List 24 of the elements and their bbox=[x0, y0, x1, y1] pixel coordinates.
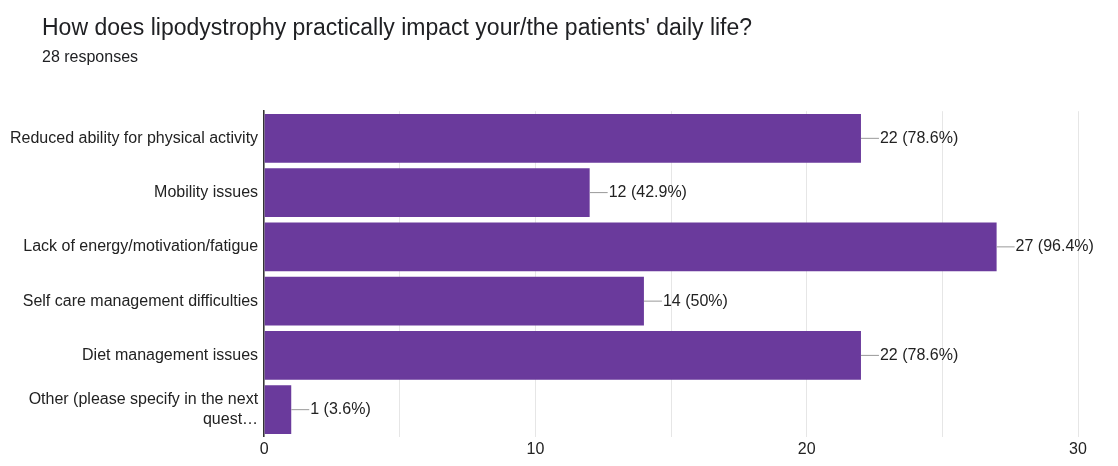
y-tick-label: Diet management issues bbox=[82, 345, 259, 363]
data-label: 22 (78.6%) bbox=[879, 128, 959, 146]
x-tick-label: 30 bbox=[1069, 439, 1087, 457]
bar bbox=[264, 330, 861, 380]
y-tick-label: Self care management difficulties bbox=[22, 291, 259, 309]
y-tick-label: Lack of energy/motivation/fatigue bbox=[23, 237, 259, 255]
bar bbox=[264, 113, 861, 163]
y-tick-label: Other (please specify in the next quest… bbox=[28, 390, 259, 427]
data-label: 14 (50%) bbox=[662, 291, 728, 309]
data-label: 1 (3.6%) bbox=[310, 400, 371, 418]
data-label: 22 (78.6%) bbox=[879, 345, 959, 363]
bar bbox=[264, 168, 590, 218]
data-label: 27 (96.4%) bbox=[1015, 237, 1094, 255]
x-tick-label: 0 bbox=[259, 439, 269, 457]
x-tick-label: 20 bbox=[797, 439, 816, 457]
y-tick-label: Mobility issues bbox=[154, 183, 259, 201]
bar bbox=[264, 222, 997, 272]
chart-title: How does lipodystrophy practically impact your/the patients' daily life? bbox=[42, 14, 753, 41]
bar bbox=[264, 276, 644, 326]
text: 28 responses bbox=[42, 48, 139, 66]
data-label: 12 (42.9%) bbox=[608, 183, 687, 201]
x-tick-label: 10 bbox=[526, 439, 545, 457]
y-tick-label: Reduced ability for physical activity bbox=[10, 128, 259, 146]
bar bbox=[264, 385, 292, 435]
